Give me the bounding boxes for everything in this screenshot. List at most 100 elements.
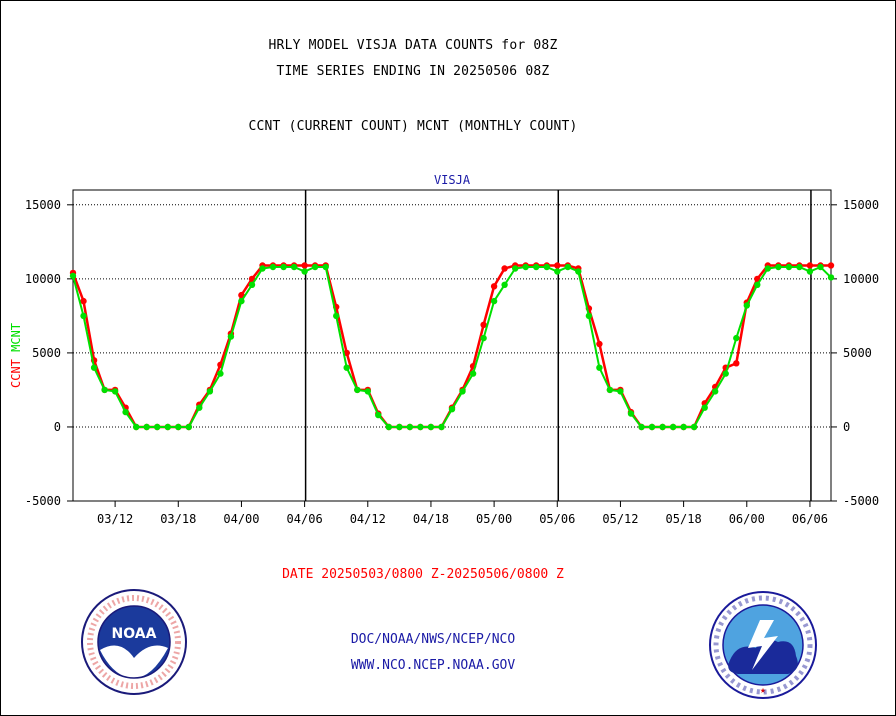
data-point-ccnt — [301, 262, 308, 269]
plot-area — [72, 189, 832, 502]
data-point-mcnt — [501, 281, 508, 288]
data-point-mcnt — [669, 423, 677, 431]
y-tick-label-right: 5000 — [843, 346, 872, 360]
data-point-ccnt — [554, 262, 561, 269]
data-point-mcnt — [817, 263, 824, 271]
x-tick-label: 05/00 — [476, 512, 512, 526]
x-tick-label: 04/18 — [413, 512, 449, 526]
data-point-mcnt — [154, 423, 161, 431]
data-point-mcnt — [111, 388, 119, 395]
data-point-mcnt — [175, 423, 182, 431]
data-point-mcnt — [585, 312, 593, 320]
panel-label: VISJA — [434, 173, 471, 187]
chart-title-line-2: TIME SERIES ENDING IN 20250506 08Z — [276, 64, 550, 79]
series-line-mcnt — [72, 265, 832, 428]
data-point-mcnt — [575, 268, 582, 275]
date-range-label: DATE 20250503/0800 Z-20250506/0800 Z — [282, 567, 564, 582]
data-point-mcnt — [690, 423, 698, 431]
data-point-mcnt — [101, 386, 108, 394]
y-axis-label-ccnt: CCNT — [9, 359, 23, 388]
data-point-mcnt — [290, 263, 298, 271]
data-point-mcnt — [385, 423, 392, 431]
data-point-mcnt — [311, 263, 319, 271]
x-tick-label: 04/06 — [287, 512, 323, 526]
y-tick-label-right: 10000 — [843, 272, 879, 286]
data-point-ccnt — [238, 291, 245, 299]
y-tick-label-left: -5000 — [25, 494, 61, 508]
data-point-mcnt — [143, 423, 150, 431]
data-point-mcnt — [280, 263, 287, 271]
data-point-ccnt — [343, 349, 350, 357]
data-point-mcnt — [90, 364, 98, 371]
data-point-mcnt — [796, 263, 803, 271]
data-point-mcnt — [364, 388, 371, 395]
data-point-mcnt — [480, 334, 487, 342]
data-point-mcnt — [764, 265, 771, 272]
y-tick-label-right: 0 — [843, 420, 850, 434]
data-point-mcnt — [206, 388, 214, 395]
data-point-mcnt — [554, 268, 561, 275]
data-point-ccnt — [827, 262, 835, 269]
footer-website-link[interactable]: WWW.NCO.NCEP.NOAA.GOV — [350, 658, 516, 673]
data-point-mcnt — [185, 423, 192, 431]
data-point-mcnt — [269, 263, 277, 271]
data-point-mcnt — [238, 297, 245, 305]
data-point-mcnt — [775, 263, 782, 271]
x-tick-label: 06/06 — [792, 512, 828, 526]
y-tick-label-right: 15000 — [843, 198, 879, 212]
x-tick-label: 06/00 — [729, 512, 765, 526]
data-point-mcnt — [164, 423, 171, 431]
noaa-logo: NOAA — [81, 589, 187, 695]
data-point-mcnt — [396, 423, 403, 431]
data-point-ccnt — [480, 321, 487, 328]
data-point-mcnt — [417, 423, 424, 431]
x-tick-label: 05/06 — [539, 512, 575, 526]
data-point-mcnt — [427, 423, 435, 431]
data-point-mcnt — [259, 265, 266, 272]
y-axis-label-mcnt: MCNT — [9, 323, 23, 359]
data-point-mcnt — [827, 274, 835, 281]
y-tick-label-left: 5000 — [32, 346, 61, 360]
data-point-mcnt — [438, 423, 445, 431]
data-point-mcnt — [354, 386, 361, 394]
x-tick-label: 03/18 — [160, 512, 196, 526]
x-tick-label: 04/00 — [223, 512, 259, 526]
footer-org-path[interactable]: DOC/NOAA/NWS/NCEP/NCO — [350, 632, 516, 647]
y-axis-label: CCNT MCNT — [9, 323, 23, 388]
y-tick-label-left: 0 — [54, 420, 61, 434]
x-tick-label: 05/18 — [666, 512, 702, 526]
data-point-mcnt — [680, 423, 687, 431]
data-point-mcnt — [80, 312, 87, 320]
data-point-mcnt — [69, 272, 77, 280]
y-tick-label-left: 10000 — [25, 272, 61, 286]
data-point-mcnt — [133, 423, 140, 431]
data-point-ccnt — [80, 297, 87, 305]
data-point-mcnt — [733, 334, 740, 342]
data-point-mcnt — [406, 423, 414, 431]
svg-text:★: ★ — [760, 685, 766, 696]
data-point-ccnt — [501, 265, 508, 272]
nws-logo: ★ — [709, 591, 817, 699]
data-point-mcnt — [638, 423, 645, 431]
x-tick-label: 04/12 — [350, 512, 386, 526]
y-tick-label-left: 15000 — [25, 198, 61, 212]
data-point-mcnt — [785, 263, 793, 271]
data-point-mcnt — [375, 411, 382, 419]
data-point-mcnt — [543, 263, 550, 271]
data-point-mcnt — [343, 364, 350, 371]
data-point-mcnt — [512, 265, 519, 272]
data-point-mcnt — [648, 423, 656, 431]
data-point-mcnt — [754, 281, 761, 288]
data-point-mcnt — [301, 268, 308, 275]
data-point-mcnt — [564, 263, 571, 271]
data-point-mcnt — [227, 333, 235, 340]
x-tick-label: 05/12 — [602, 512, 638, 526]
data-point-mcnt — [122, 408, 129, 416]
data-point-mcnt — [217, 370, 224, 377]
data-point-ccnt — [490, 283, 498, 290]
data-point-mcnt — [627, 410, 635, 417]
data-point-mcnt — [533, 263, 540, 271]
data-point-mcnt — [617, 388, 624, 395]
data-point-mcnt — [248, 281, 256, 288]
noaa-logo-text: NOAA — [112, 626, 157, 642]
